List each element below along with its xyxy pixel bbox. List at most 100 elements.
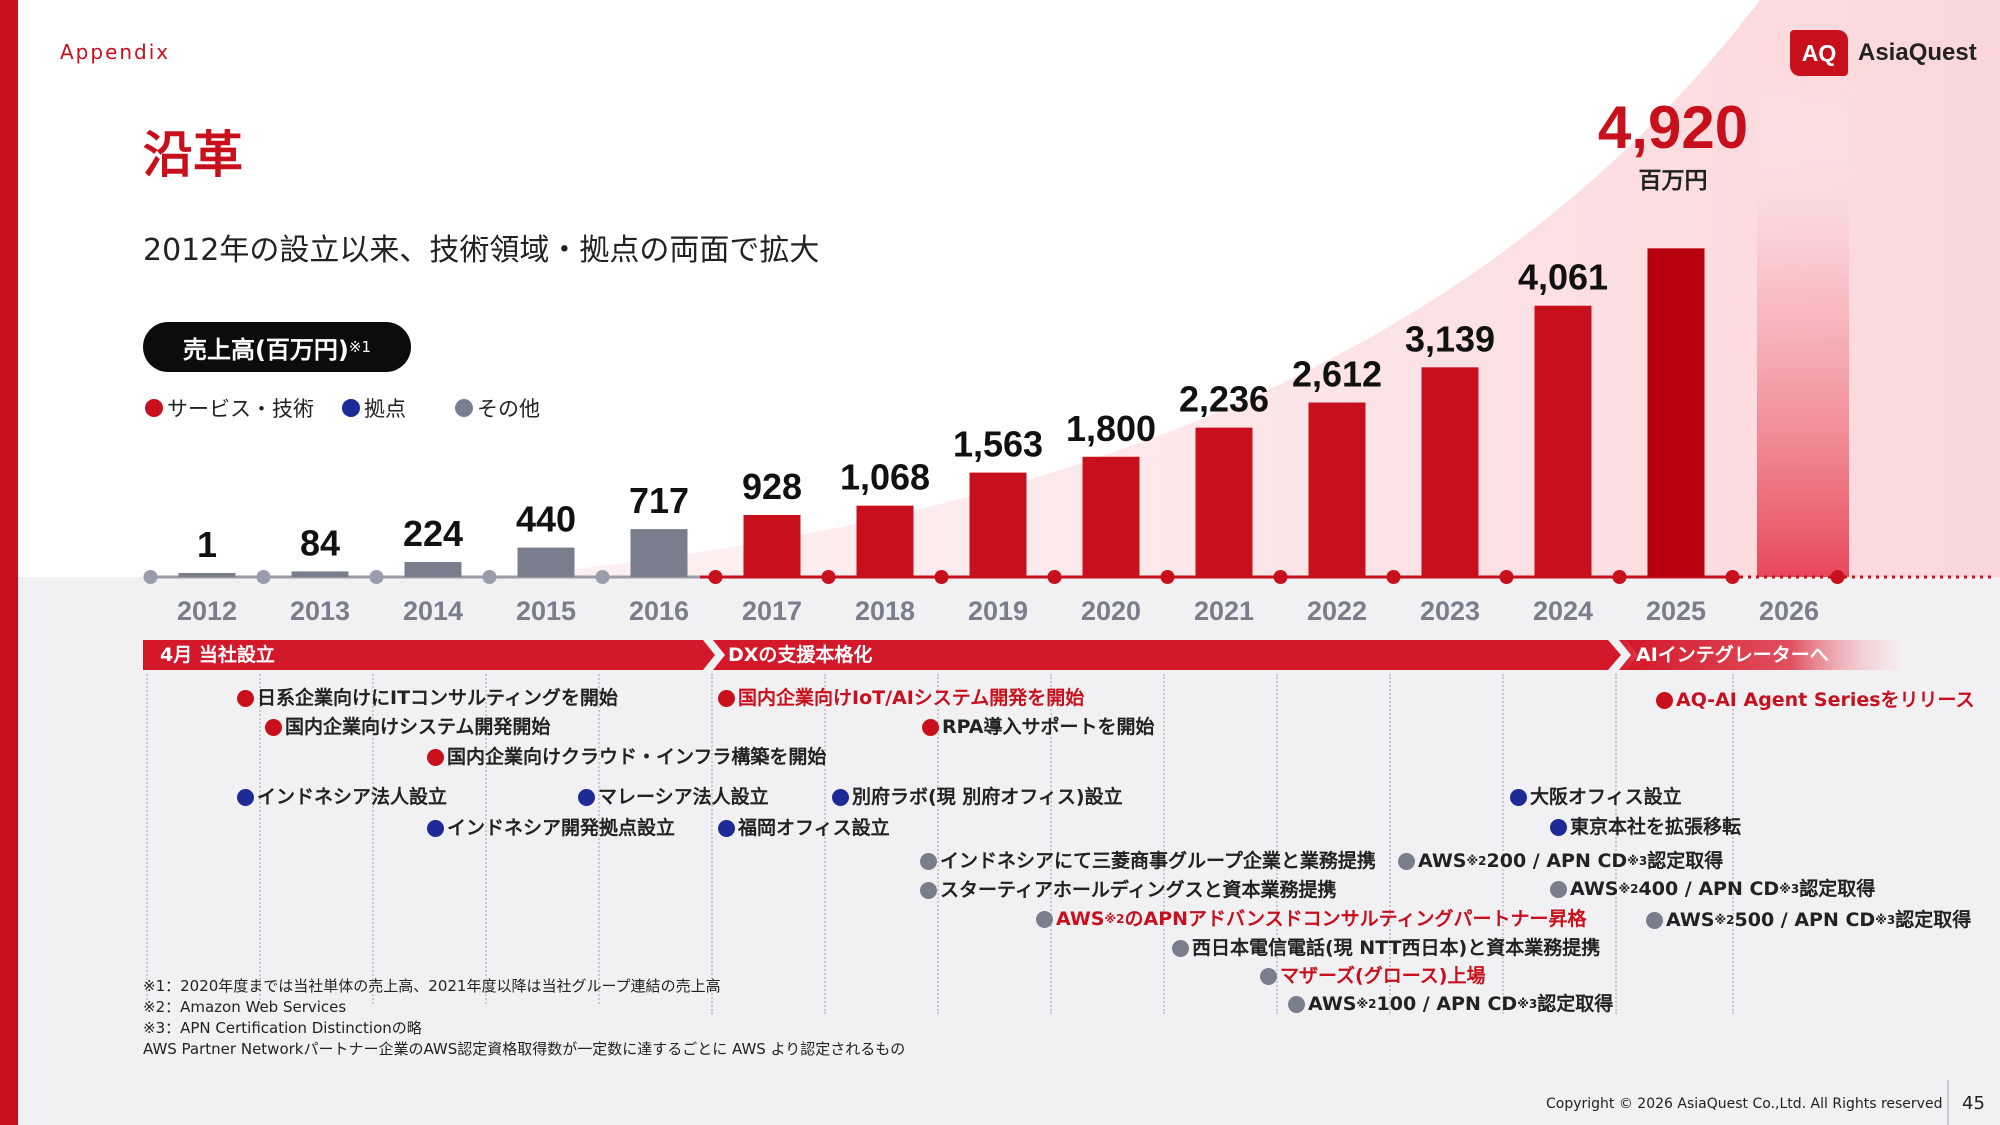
x-tick-label-2020: 2020: [1081, 596, 1141, 626]
bar-2022: [1308, 402, 1366, 577]
event-text: 日系企業向けにITコンサルティングを開始: [257, 687, 618, 709]
timeline-event: AWS ※2 のAPNアドバンスドコンサルティングパートナー昇格: [1036, 907, 1586, 931]
event-text: マザーズ(グロース)上場: [1280, 965, 1486, 987]
value-label-2021: 2,236: [1179, 379, 1269, 420]
event-note: ※2: [1466, 854, 1487, 868]
event-text: 500 / APN CD: [1734, 909, 1876, 931]
axis-tick-dot: [1499, 570, 1514, 584]
event-text: 認定取得: [1895, 909, 1972, 931]
bar-2025: [1647, 248, 1705, 577]
event-text: インドネシアにて三菱商事グループ企業と業務提携: [940, 850, 1376, 872]
bar-2018: [856, 505, 914, 577]
x-tick-label-2019: 2019: [968, 596, 1028, 626]
gray-dot-icon: [1398, 852, 1415, 870]
legend-label: 拠点: [364, 397, 406, 421]
value-label-2014: 224: [403, 513, 463, 554]
x-tick-label-2014: 2014: [403, 596, 463, 626]
blue-dot-icon: [832, 788, 849, 806]
axis-tick-dot: [934, 570, 949, 584]
value-unit-label: 百万円: [1639, 168, 1708, 194]
bar-2021: [1195, 427, 1253, 577]
timeline-event: AQ-AI Agent Seriesをリリース: [1656, 688, 1975, 712]
bar-2014: [404, 562, 462, 577]
bar-2024: [1534, 305, 1592, 577]
year-guide-line: [1050, 674, 1052, 1014]
timeline-event: スターティアホールディングスと資本業務提携: [920, 878, 1337, 902]
bar-2012: [178, 573, 236, 577]
red-dot-icon: [265, 718, 282, 736]
red-dot-icon: [237, 689, 254, 707]
event-text: 国内企業向けIoT/AIシステム開発を開始: [738, 687, 1085, 709]
section-label: Appendix: [60, 40, 171, 64]
event-note: ※2: [1714, 913, 1735, 927]
growth-curve-backdrop: [18, 0, 2000, 577]
bar-2015: [517, 547, 575, 577]
event-text: AQ-AI Agent Seriesをリリース: [1676, 689, 1975, 711]
timeline-event: マレーシア法人設立: [578, 785, 769, 809]
timeline-event: マザーズ(グロース)上場: [1260, 964, 1485, 988]
timeline-event: 日系企業向けにITコンサルティングを開始: [237, 686, 618, 710]
timeline-event: 国内企業向けIoT/AIシステム開発を開始: [718, 686, 1084, 710]
gray-dot-icon: [1288, 995, 1305, 1013]
company-logo: AQ AsiaQuest: [1790, 28, 1977, 78]
value-label-2019: 1,563: [953, 424, 1043, 465]
footnote: ※1：2020年度までは当社単体の売上高、2021年度以降は当社グループ連結の売…: [143, 977, 721, 995]
x-tick-label-2017: 2017: [742, 596, 802, 626]
axis-tick-dot: [1047, 570, 1062, 584]
timeline-event: 国内企業向けシステム開発開始: [265, 715, 550, 739]
copyright: Copyright © 2026 AsiaQuest Co.,Ltd. All …: [1546, 1096, 1943, 1112]
page-number: 45: [1962, 1093, 1985, 1114]
value-label-2018: 1,068: [840, 457, 930, 498]
event-text: 認定取得: [1799, 878, 1876, 900]
axis-tick-dot: [595, 570, 610, 584]
bar-2020: [1082, 456, 1140, 577]
phase-label-dx: DXの支援本格化: [728, 644, 873, 666]
value-label-2020: 1,800: [1066, 408, 1156, 449]
value-label-2015: 440: [516, 499, 576, 540]
timeline-event: AWS ※2 400 / APN CD ※3 認定取得: [1550, 877, 1875, 901]
axis-tick-dot: [708, 570, 723, 584]
sales-label-text: 売上高(百万円): [182, 335, 349, 364]
axis-tick-dot: [482, 570, 497, 584]
sales-label-pill: 売上高(百万円) ※1: [143, 322, 411, 372]
bar-2017: [743, 515, 801, 577]
legend-item-service: サービス・技術: [145, 393, 314, 423]
value-label-2012: 1: [197, 524, 217, 565]
event-text: 認定取得: [1537, 993, 1614, 1015]
axis-tick-dot: [1725, 570, 1740, 584]
event-note: ※3: [1875, 913, 1896, 927]
red-dot-icon: [145, 399, 163, 417]
legend-item-base: 拠点: [342, 393, 406, 423]
value-label-2024: 4,061: [1518, 257, 1608, 298]
gray-dot-icon: [920, 852, 937, 870]
event-text: AWS: [1418, 850, 1467, 872]
year-guide-line: [485, 674, 487, 1004]
footnote: ※2：Amazon Web Services: [143, 998, 347, 1016]
bar-2023: [1421, 367, 1479, 577]
timeline-event: AWS ※2 100 / APN CD ※3 認定取得: [1288, 992, 1613, 1016]
year-guide-line: [937, 674, 939, 1014]
event-text: 認定取得: [1647, 850, 1724, 872]
timeline-event: AWS ※2 500 / APN CD ※3 認定取得: [1646, 908, 1971, 932]
value-label-2023: 3,139: [1405, 318, 1495, 359]
value-label-2016: 717: [629, 480, 689, 521]
x-tick-label-2012: 2012: [177, 596, 237, 626]
legend-item-other: その他: [455, 393, 540, 423]
red-dot-icon: [1656, 691, 1673, 709]
event-text: 200 / APN CD: [1486, 850, 1628, 872]
x-tick-label-2021: 2021: [1194, 596, 1254, 626]
axis-tick-dot: [821, 570, 836, 584]
event-note: ※3: [1627, 854, 1648, 868]
x-tick-label-2026: 2026: [1759, 596, 1819, 626]
axis-tick-dot: [369, 570, 384, 584]
timeline-event: 福岡オフィス設立: [718, 816, 890, 840]
x-tick-label-2023: 2023: [1420, 596, 1480, 626]
value-label-2017: 928: [742, 466, 802, 507]
red-dot-icon: [922, 718, 939, 736]
event-text: 別府ラボ(現 別府オフィス)設立: [852, 786, 1123, 808]
timeline-event: 西日本電信電話(現 NTT西日本)と資本業務提携: [1172, 936, 1600, 960]
event-text: 東京本社を拡張移転: [1570, 816, 1742, 838]
axis-tick-dot: [1160, 570, 1175, 584]
value-label-2022: 2,612: [1292, 354, 1382, 395]
year-guide-line: [146, 674, 148, 1004]
